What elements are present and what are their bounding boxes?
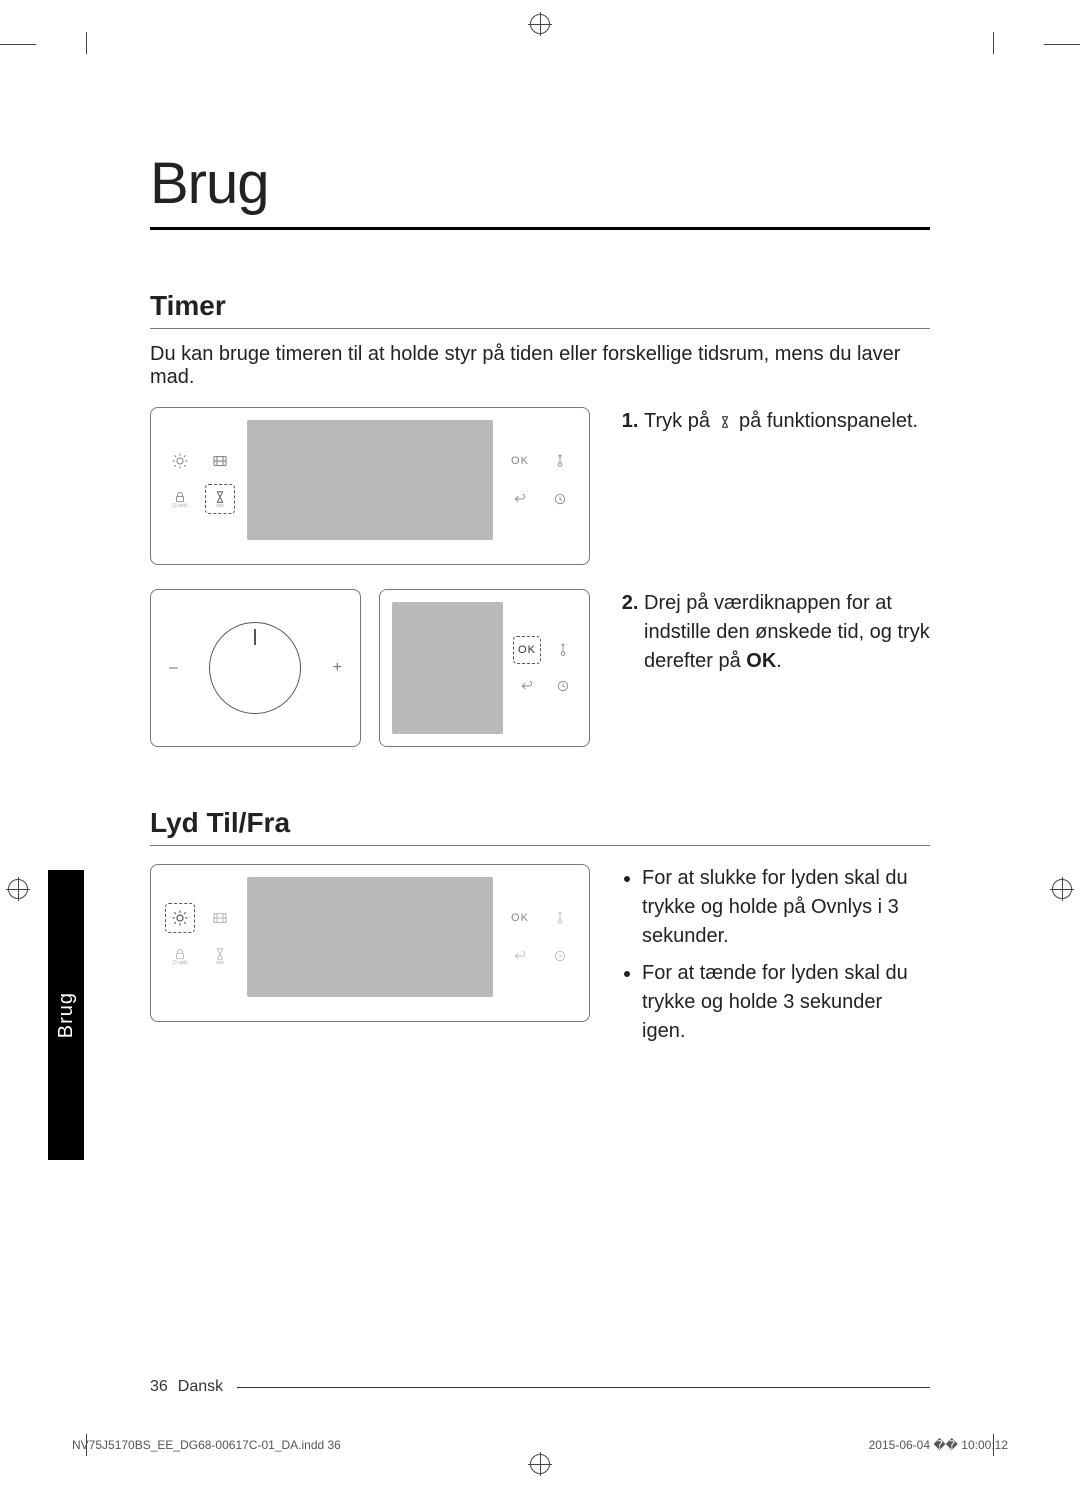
control-panel-illustration: (3 sek) sek OK (150, 864, 590, 1022)
crop-mark-icon (86, 32, 87, 54)
registration-mark-icon (8, 879, 28, 899)
timer-sub-label: sek (216, 504, 224, 509)
clock-icon (545, 484, 575, 514)
imposition-timestamp: 2015-06-04 �� 10:00:12 (869, 1438, 1008, 1452)
page-language: Dansk (178, 1378, 223, 1396)
crop-mark-icon (1044, 44, 1080, 45)
thermometer-icon (549, 636, 577, 664)
step2-post: . (776, 650, 782, 672)
hourglass-icon: sek (205, 484, 235, 514)
control-panel-illustration: (3 sek) sek OK (150, 407, 590, 565)
step1-text: Tryk på på funktionspanelet. (620, 407, 930, 565)
hourglass-icon: sek (205, 941, 235, 971)
back-icon (505, 941, 535, 971)
step-row: (3 sek) sek OK (150, 407, 930, 565)
knob-minus-label: – (169, 659, 178, 677)
figure-panel-step1: (3 sek) sek OK (150, 407, 590, 565)
timer-intro-text: Du kan bruge timeren til at holde styr p… (150, 343, 930, 389)
content-area: Brug Timer Du kan bruge timeren til at h… (150, 150, 930, 1338)
figure-panel-step2: – + OK (150, 589, 590, 747)
ok-label: OK (513, 636, 541, 664)
thermometer-icon (545, 446, 575, 476)
cook-mode-icon (205, 903, 235, 933)
step-row: – + OK (150, 589, 930, 747)
section-heading-sound: Lyd Til/Fra (150, 807, 930, 846)
sound-bullet2: For at tænde for lyden skal du trykke og… (642, 959, 930, 1046)
page-number: 36 (150, 1378, 168, 1396)
timer-sub-label: sek (216, 961, 224, 966)
imposition-footer: NV75J5170BS_EE_DG68-00617C-01_DA.indd 36… (72, 1438, 1008, 1452)
page-title: Brug (150, 150, 930, 230)
light-icon (165, 903, 195, 933)
crop-mark-icon (0, 44, 36, 45)
knob-icon (209, 622, 301, 714)
registration-mark-icon (530, 14, 550, 34)
lock-sub-label: (3 sek) (172, 961, 187, 966)
figure-panel-sound: (3 sek) sek OK (150, 864, 590, 1054)
side-tab: Brug (48, 870, 84, 1160)
side-tab-label: Brug (55, 992, 78, 1038)
control-panel-right-illustration: OK (379, 589, 590, 747)
lock-icon: (3 sek) (165, 484, 195, 514)
lock-sub-label: (3 sek) (172, 504, 187, 509)
crop-mark-icon (993, 32, 994, 54)
sound-bullet1: For at slukke for lyden skal du trykke o… (642, 864, 930, 951)
lock-icon: (3 sek) (165, 941, 195, 971)
display-screen (247, 420, 493, 540)
light-icon (165, 446, 195, 476)
step1: Tryk på på funktionspanelet. (644, 407, 930, 438)
step2-bold: OK (746, 650, 776, 672)
thermometer-icon (545, 903, 575, 933)
step1-post: på funktionspanelet. (734, 410, 919, 432)
back-icon (513, 672, 541, 700)
registration-mark-icon (1052, 879, 1072, 899)
display-screen (247, 877, 493, 997)
manual-page: Brug Brug Timer Du kan bruge timeren til… (0, 0, 1080, 1488)
display-screen (392, 602, 503, 734)
cook-mode-icon (205, 446, 235, 476)
clock-icon (545, 941, 575, 971)
sound-text: For at slukke for lyden skal du trykke o… (620, 864, 930, 1054)
step2-pre: Drej på værdiknappen for at indstille de… (644, 592, 930, 672)
section-heading-timer: Timer (150, 290, 930, 329)
clock-icon (549, 672, 577, 700)
step1-pre: Tryk på (644, 410, 716, 432)
ok-label: OK (505, 903, 535, 933)
registration-mark-icon (530, 1454, 550, 1474)
value-knob-illustration: – + (150, 589, 361, 747)
page-footer: 36 Dansk (150, 1378, 930, 1396)
ok-label: OK (505, 446, 535, 476)
hourglass-icon (718, 409, 732, 438)
back-icon (505, 484, 535, 514)
imposition-file: NV75J5170BS_EE_DG68-00617C-01_DA.indd 36 (72, 1438, 341, 1452)
sound-row: (3 sek) sek OK (150, 864, 930, 1054)
knob-plus-label: + (333, 659, 342, 677)
footer-rule (237, 1387, 930, 1388)
step2-text: Drej på værdiknappen for at indstille de… (620, 589, 930, 747)
step2: Drej på værdiknappen for at indstille de… (644, 589, 930, 676)
